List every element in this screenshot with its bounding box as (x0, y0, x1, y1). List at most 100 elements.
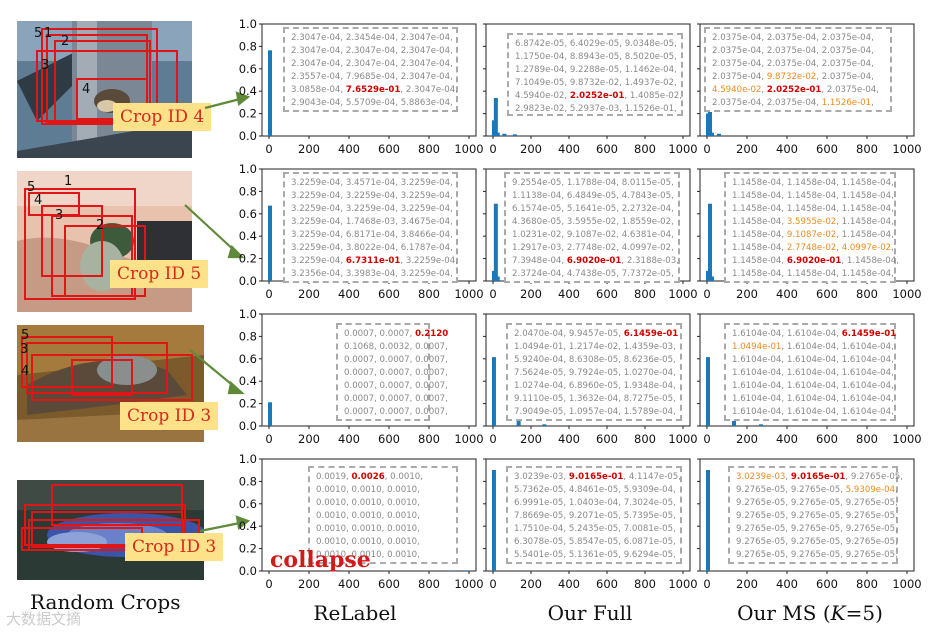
value: 2.3047e-04, 2.3454e-04, 2.3047e-04, (291, 33, 453, 43)
value-line: 4.3680e-05, 3.5955e-02, 1.8559e-02, (512, 216, 674, 229)
value-line: 0.0007, 0.0007, 0.0007, (344, 393, 448, 406)
bar (710, 276, 714, 281)
value-line: 0.0010, 0.0010, 0.0010, (316, 523, 450, 536)
plot-svg: 0 200 400 600 800 1000 (483, 458, 698, 591)
value: 1.1138e-04, 6.4849e-05, 4.7843e-05, (512, 191, 674, 201)
value: 1.6104e-04, 1.6104e-04, 1.6104e-04, (732, 381, 894, 391)
plot-svg: 0 200 400 600 800 1000 (483, 313, 698, 446)
value: 1.1458e-04, 1.1458e-04, 1.1458e-04, (732, 191, 894, 201)
value: 0.0010, 0.0010, 0.0010, (316, 537, 420, 547)
value-line: 9.2765e-05, 9.2765e-05, 9.2765e-05, (736, 536, 898, 549)
value: , (761, 85, 767, 95)
x-tick-label: 400 (776, 432, 798, 446)
plot-svg: 0 200 400 600 800 1000 (697, 458, 922, 591)
value-line: 1.7510e-04, 5.2435e-05, 7.0081e-05, (514, 523, 676, 536)
plot-relabel-row1: 0.0 0.2 0.4 0.6 0.8 1.0 0 200 400 600 800 1000 (222, 14, 484, 160)
x-tick-label: 800 (418, 577, 440, 591)
value: 7.5624e-05, 9.7924e-05, 1.0270e-04, (514, 368, 676, 378)
value-line: 0.0010, 0.0010, 0.0010, (316, 497, 450, 510)
plot-relabel-row3: 0.0 0.2 0.4 0.6 0.8 1.0 0 200 400 600 800 1000 (222, 304, 484, 450)
crop-number: 1 (64, 174, 72, 189)
value: 1.1458e-04, (732, 230, 787, 240)
value-line: 1.1138e-04, 6.4849e-05, 4.7843e-05, (512, 190, 674, 203)
crop-number: 5 (34, 26, 42, 41)
x-tick-label: 0 (265, 577, 272, 591)
value-line: 9.2765e-05, 9.2765e-05, 5.9309e-04, (736, 484, 898, 497)
value-line: 0.0010, 0.0010, 0.0010, (316, 484, 450, 497)
value: 4.3680e-05, 3.5955e-02, 1.8559e-02, (512, 217, 674, 227)
bar (710, 132, 714, 136)
value-line: 1.1458e-04, 9.1087e-02, 1.1458e-04, (732, 229, 894, 242)
values-box: 6.8742e-05, 6.4029e-05, 9.0348e-05, 1.175… (507, 33, 683, 116)
x-tick-label: 400 (338, 577, 360, 591)
crop-label-1: Crop ID 4 (113, 103, 212, 131)
x-tick-label: 0 (489, 432, 496, 446)
y-tick-label: 0.4 (239, 84, 257, 98)
value: 7.8669e-05, 9.2071e-05, 5.7395e-05, (514, 511, 676, 521)
value: 0.0010, 0.0010, 0.0010, (316, 498, 420, 508)
x-tick-label: 200 (520, 142, 542, 156)
value: , 1.6104e-04, 1.6104e-04, (781, 342, 894, 352)
value-line: 5.9240e-04, 8.6308e-05, 8.6236e-05, (514, 354, 676, 367)
value-line: 1.1750e-04, 8.8943e-05, 8.5020e-05, (515, 51, 677, 64)
value-line: 2.0375e-04, 2.0375e-04, 2.0375e-04, (712, 32, 884, 45)
value: 2.3557e-04, 7.9685e-04, 2.3047e-04, (291, 72, 453, 82)
plot-frame (485, 23, 691, 137)
value: , 9.2765e-05, (845, 472, 903, 482)
value-line: 0.0019, 0.0026, 0.0010, (316, 471, 450, 484)
value-line: 2.3047e-04, 2.3047e-04, 2.3047e-04, (291, 45, 453, 58)
x-tick-label: 1000 (668, 287, 697, 301)
value: 1.6104e-04, 1.6104e-04, 1.6104e-04, (732, 394, 894, 404)
value: 5.9240e-04, 8.6308e-05, 8.6236e-05, (514, 355, 676, 365)
x-tick-label: 0 (489, 577, 496, 591)
ms-suffix: =5) (845, 601, 883, 625)
value-line: 0.0010, 0.0010, 0.0010, (316, 536, 450, 549)
value: 0.1068, 0.0032, 0.0007, (344, 342, 448, 352)
values-box: 3.0239e-03, 9.0165e-01, 4.1147e-05, 5.736… (506, 466, 682, 564)
value-line: 0.0007, 0.0007, 0.0007, (344, 380, 448, 393)
value-line: 3.2356e-04, 3.3983e-04, 3.2259e-04, (291, 268, 453, 281)
value-line: 0.0010, 0.0010, 0.0010, (316, 510, 450, 523)
x-tick-label: 400 (338, 432, 360, 446)
value: 1.1458e-04, (732, 217, 787, 227)
x-tick-label: 200 (298, 577, 320, 591)
collapse-annotation: collapse (270, 547, 371, 573)
x-tick-label: 800 (418, 287, 440, 301)
plot-svg: 0.0 0.2 0.4 0.6 0.8 1.0 0 200 400 600 800 1000 (239, 307, 484, 446)
crop-number: 5 (21, 328, 29, 343)
values-box: 3.2259e-04, 3.4571e-04, 3.2259e-04, 3.225… (283, 172, 458, 283)
value: 7.3948e-04, (512, 256, 567, 266)
value: , 1.1458e-04, (836, 230, 894, 240)
plot-svg: 0.0 0.2 0.4 0.6 0.8 1.0 0 200 400 600 800 1000 (239, 17, 484, 156)
top-value: 1.1526e-01 (821, 98, 872, 108)
x-tick-label: 1000 (892, 142, 921, 156)
top-value: 9.8732e-02 (766, 72, 817, 82)
value: , (836, 243, 842, 253)
y-tick-label: 0.6 (239, 62, 257, 76)
plot-frame (699, 458, 915, 572)
x-tick-label: 200 (298, 142, 320, 156)
max-value: 2.0252e-01 (569, 91, 625, 101)
max-value: 9.0165e-01 (568, 472, 624, 482)
top-value: 9.1087e-02 (786, 230, 837, 240)
value-line: 7.8669e-05, 9.2071e-05, 5.7395e-05, (514, 510, 676, 523)
crop-number: 1 (44, 26, 52, 41)
y-tick-label: 1.0 (239, 452, 257, 466)
plot-full-row1: 0 200 400 600 800 1000 (452, 14, 698, 160)
value-line: 6.1574e-05, 5.1641e-05, 2.2732e-04, (512, 203, 674, 216)
value: 0.0019, (316, 472, 352, 482)
value: 2.0375e-04, (712, 72, 767, 82)
value: , 1.1458e-04, (836, 217, 894, 227)
value: 9.2554e-05, 1.1788e-04, 8.0115e-05, (512, 178, 674, 188)
plot-relabel-row4: 0.0 0.2 0.4 0.6 0.8 1.0 0 200 400 600 800 1000 (222, 449, 484, 595)
value: 9.2765e-05, 9.2765e-05, 9.2765e-05, (736, 537, 898, 547)
value-line: 3.2259e-04, 3.8022e-04, 6.1787e-04, (291, 242, 453, 255)
y-tick-label: 0.6 (239, 352, 257, 366)
x-tick-label: 400 (338, 287, 360, 301)
value: 9.1110e-05, 1.3632e-04, 8.7275e-05, (514, 394, 676, 404)
values-box: 0.0007, 0.0007, 0.2120 0.1068, 0.0032, 0.… (336, 323, 448, 421)
value: 9.2765e-05, 9.2765e-05, 9.2765e-05, (736, 498, 898, 508)
x-tick-label: 400 (558, 577, 580, 591)
values-box: 3.0239e-03, 9.0165e-01, 9.2765e-05, 9.276… (728, 466, 903, 564)
value: 1.6104e-04, 1.6104e-04, (732, 329, 842, 339)
